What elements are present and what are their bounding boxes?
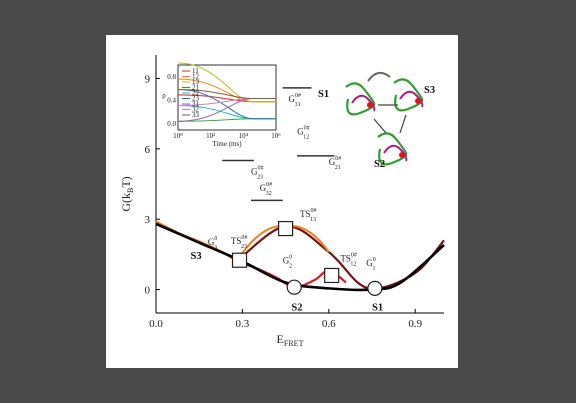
inset-legend-label: 33 — [192, 111, 200, 119]
y-axis-title: G(kBT) — [119, 176, 135, 211]
energy-label: TS0# 23 — [231, 235, 248, 250]
molecule-dot — [415, 98, 421, 104]
diagram-arrow — [399, 114, 407, 134]
transition-state-marker — [278, 220, 294, 237]
molecule-diagram: S1 S2 S3 — [318, 71, 435, 170]
energy-label: TS0# 13 — [300, 208, 317, 223]
x-tick-label: 0.3 — [236, 318, 250, 330]
inset-x-tick-label: 10² — [206, 132, 215, 140]
plot-area: 0.0 0.3 0.6 0.9 0 3 6 9 EFRET G(kBT) G0# 31 G0# 12 G0#… — [119, 55, 445, 348]
energy-label: G0# 31 — [288, 93, 301, 108]
molecule-dot — [367, 102, 373, 108]
x-tick-label: 0.0 — [149, 318, 163, 330]
diagram-state-label: S3 — [424, 85, 435, 96]
inset-y-tick-label: 0.8 — [167, 73, 176, 81]
inset-y-tick-label: 0.4 — [167, 96, 176, 104]
series-line-total — [155, 222, 445, 292]
inset-series-line — [177, 89, 276, 120]
energy-landscape-chart: 0.0 0.3 0.6 0.9 0 3 6 9 EFRET G(kBT) G0# 31 G0# 12 G0#… — [119, 55, 445, 348]
energy-label: G0 3 — [208, 236, 218, 251]
figure-panel: 0.0 0.3 0.6 0.9 0 3 6 9 EFRET G(kBT) G0# 31 G0# 12 G0#… — [106, 35, 458, 368]
state-label-s1: S1 — [372, 303, 383, 314]
minimum-marker — [286, 279, 302, 295]
inset-legend-label: 21 — [192, 84, 200, 92]
inset-x-axis-title: Time (ms) — [212, 140, 242, 148]
molecule-strand — [377, 132, 408, 166]
energy-label: G0# 12 — [297, 126, 310, 141]
inset-x-tick-label: 10⁴ — [239, 132, 249, 140]
molecule-strand — [345, 82, 376, 116]
energy-label: G0# 32 — [260, 182, 273, 197]
inset-legend-label: 31 — [192, 100, 200, 108]
diagram-arrow — [367, 71, 391, 82]
energy-label: G0 2 — [283, 255, 293, 270]
y-tick-label: 0 — [145, 285, 151, 297]
x-axis-title: EFRET — [277, 332, 304, 348]
molecule-strand — [351, 94, 376, 112]
y-tick-label: 6 — [145, 144, 151, 156]
y-tick-label: 9 — [145, 73, 151, 85]
inset-legend-label: 12 — [192, 73, 200, 81]
minimum-marker — [367, 280, 383, 296]
diagram-state-label: S1 — [318, 89, 329, 100]
transition-state-marker — [324, 267, 340, 284]
molecule-strand — [399, 90, 424, 108]
inset-legend-label: 23 — [192, 95, 200, 103]
x-tick-label: 0.6 — [322, 318, 336, 330]
molecule-strand — [383, 144, 408, 162]
molecule-dot — [399, 152, 405, 158]
molecule-strand — [393, 78, 424, 112]
inset-series-line — [177, 89, 276, 100]
y-tick-label: 3 — [145, 214, 151, 226]
inset-x-tick-label: 10⁰ — [173, 132, 183, 140]
inset-x-tick-label: 10⁶ — [271, 132, 281, 140]
energy-label: G0# 21 — [329, 156, 342, 171]
inset-legend-label: 11 — [192, 67, 199, 75]
state-label-s2: S2 — [291, 303, 302, 314]
transition-state-marker — [231, 252, 248, 268]
state-label-s3: S3 — [191, 251, 202, 262]
inset-y-axis-title: ρ — [162, 92, 166, 100]
diagram-state-label: S2 — [374, 159, 385, 170]
inset-y-tick-label: 0.0 — [167, 120, 176, 128]
energy-label: G0 1 — [366, 257, 376, 272]
diagram-arrow — [373, 118, 387, 134]
inset-legend-label: 22 — [192, 89, 200, 97]
inset-series-line — [177, 62, 276, 103]
x-tick-label: 0.9 — [408, 318, 422, 330]
energy-label: G0# 23 — [251, 166, 263, 181]
inset-legend-label: 13 — [192, 78, 200, 86]
inset-legend-label: 32 — [192, 106, 200, 114]
